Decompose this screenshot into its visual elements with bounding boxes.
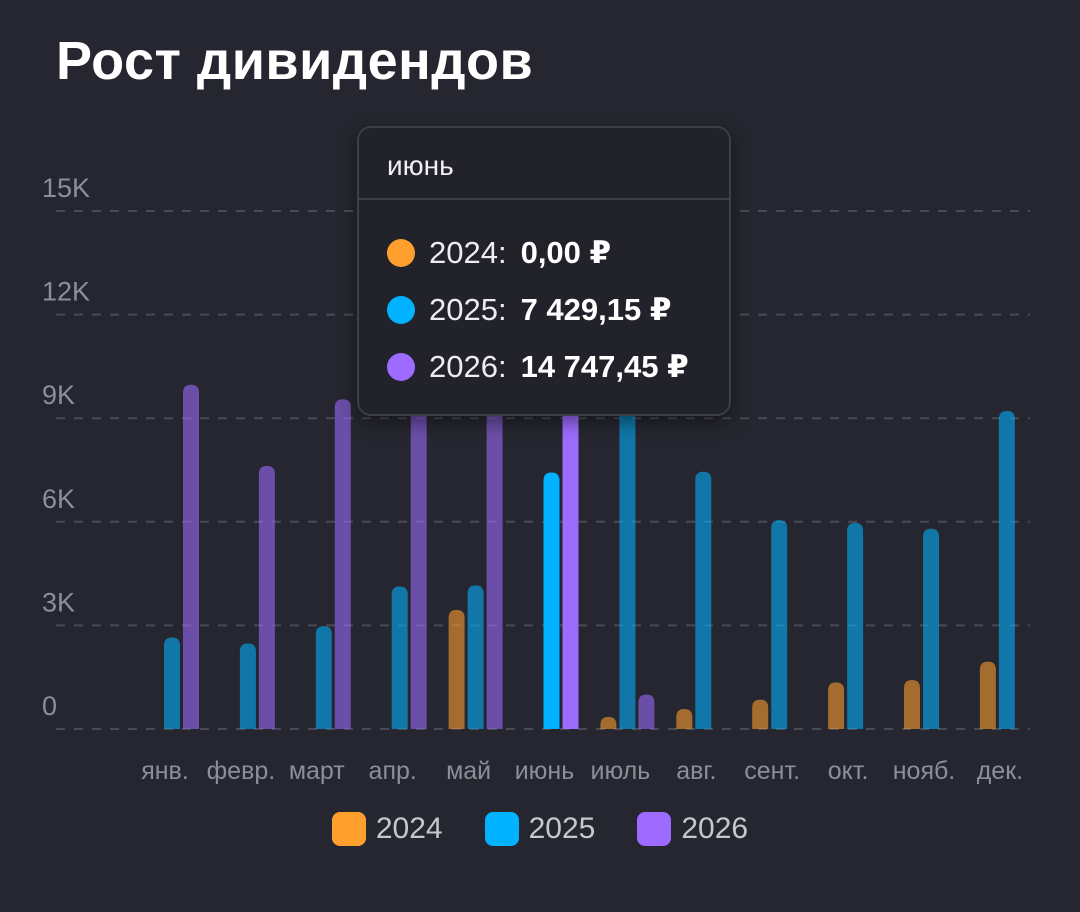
- y-tick-label: 15K: [42, 173, 90, 203]
- tooltip-value: 14 747,45 ₽: [520, 348, 689, 384]
- y-tick-label: 0: [42, 691, 57, 721]
- bar-2025-7[interactable]: [695, 471, 712, 729]
- bar-2024-9[interactable]: [828, 682, 845, 729]
- bar-2026-4[interactable]: [486, 366, 503, 729]
- bar-2025-4[interactable]: [467, 585, 484, 729]
- x-tick-label: сент.: [744, 757, 800, 785]
- bar-2024-6[interactable]: [600, 716, 617, 729]
- legend-item-2024[interactable]: 2024: [331, 812, 443, 846]
- legend-label: 2026: [681, 812, 749, 845]
- x-tick-label: май: [446, 757, 491, 785]
- x-tick-label: янв.: [141, 757, 189, 785]
- tooltip-year: 2026:: [429, 348, 507, 384]
- bar-2026-0[interactable]: [183, 384, 199, 729]
- bar-2026-3[interactable]: [410, 373, 427, 729]
- x-tick-label: февр.: [207, 757, 276, 785]
- y-axis-ticks: 0 3K 6K 9K 12K 15K: [42, 173, 90, 721]
- tooltip-dot: [387, 295, 415, 324]
- legend-item-2026[interactable]: 2026: [637, 812, 748, 846]
- bar-2026-6[interactable]: [638, 694, 655, 729]
- legend: 2024 2025 2026: [0, 812, 1080, 846]
- y-tick-label: 9K: [42, 380, 75, 410]
- x-tick-label: июль: [591, 757, 651, 785]
- bar-2025-1[interactable]: [239, 643, 256, 729]
- legend-label: 2025: [528, 812, 596, 845]
- tooltip-dot: [387, 352, 415, 381]
- bar-2025-2[interactable]: [315, 626, 332, 729]
- bar-2026-2[interactable]: [334, 399, 351, 729]
- x-tick-label: дек.: [977, 757, 1023, 785]
- bar-2025-0[interactable]: [164, 637, 180, 729]
- bar-2025-10[interactable]: [923, 528, 939, 729]
- legend-swatch: [331, 812, 366, 846]
- bar-2025-11[interactable]: [998, 410, 1015, 729]
- x-tick-label: авг.: [676, 757, 716, 785]
- bar-2025-3[interactable]: [391, 586, 408, 729]
- x-tick-label: июнь: [515, 757, 575, 785]
- bar-2024-7[interactable]: [676, 708, 693, 729]
- x-tick-label: нояб.: [893, 757, 956, 785]
- legend-item-2025[interactable]: 2025: [484, 812, 596, 846]
- tooltip: июнь 2024: 0,00 ₽ 2025: 7 429,15 ₽ 2026:…: [357, 126, 731, 416]
- bar-2024-10[interactable]: [904, 679, 920, 729]
- bar-2024-4[interactable]: [448, 609, 465, 729]
- x-tick-label: март: [289, 757, 345, 785]
- tooltip-year: 2025:: [429, 291, 507, 327]
- tooltip-value: 0,00 ₽: [520, 234, 612, 270]
- legend-label: 2024: [375, 812, 443, 845]
- x-tick-label: апр.: [369, 757, 417, 785]
- tooltip-year: 2024:: [429, 234, 507, 270]
- bar-2025-9[interactable]: [847, 522, 864, 729]
- x-tick-label: окт.: [828, 757, 869, 785]
- bar-chart: 0 3K 6K 9K 12K 15K янв. февр. март апр. май июнь ию…: [42, 173, 1030, 785]
- x-axis-ticks: янв. февр. март апр. май июнь июль авг. сент. окт…: [141, 757, 1023, 785]
- tooltip-title: июнь: [359, 128, 729, 200]
- chart-title: Рост дивидендов: [56, 31, 534, 91]
- bars: [164, 219, 1015, 730]
- tooltip-value: 7 429,15 ₽: [520, 291, 672, 327]
- tooltip-row-2026: 2026: 14 747,45 ₽: [359, 338, 729, 395]
- legend-swatch: [637, 812, 672, 846]
- y-tick-label: 6K: [42, 484, 75, 514]
- bar-2025-6[interactable]: [619, 318, 636, 729]
- tooltip-dot: [387, 238, 415, 267]
- tooltip-row-2024: 2024: 0,00 ₽: [359, 224, 729, 281]
- y-tick-label: 12K: [42, 277, 90, 307]
- legend-swatch: [484, 812, 519, 846]
- bar-2024-8[interactable]: [752, 699, 769, 729]
- bar-2025-5[interactable]: [543, 472, 560, 729]
- bar-2024-11[interactable]: [979, 661, 996, 729]
- bar-2025-8[interactable]: [771, 520, 788, 729]
- tooltip-row-2025: 2025: 7 429,15 ₽: [359, 281, 729, 338]
- bar-2026-1[interactable]: [258, 465, 275, 729]
- y-tick-label: 3K: [42, 587, 75, 617]
